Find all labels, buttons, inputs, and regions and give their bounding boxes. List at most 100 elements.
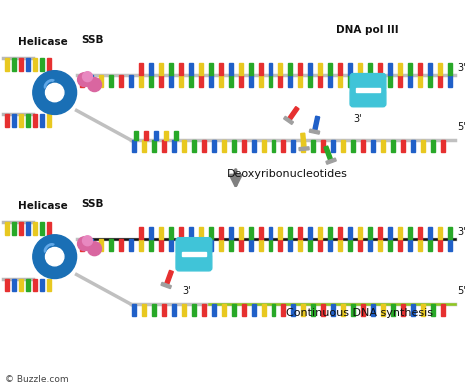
Bar	[12, 115, 16, 127]
Bar	[239, 63, 243, 75]
Bar	[338, 63, 342, 75]
Bar	[192, 305, 196, 316]
Bar	[202, 140, 206, 152]
Bar	[292, 305, 295, 316]
FancyBboxPatch shape	[350, 89, 386, 107]
Bar	[308, 75, 312, 87]
Bar	[199, 75, 203, 87]
Bar	[351, 140, 355, 152]
Bar	[388, 63, 392, 75]
Bar	[361, 305, 365, 316]
Bar	[388, 227, 392, 239]
Bar	[252, 140, 255, 152]
Bar	[165, 270, 173, 285]
Bar	[351, 305, 355, 316]
Bar	[418, 63, 422, 75]
Bar	[239, 75, 243, 87]
Bar	[179, 75, 183, 87]
Bar	[40, 115, 44, 127]
Bar	[232, 140, 236, 152]
Bar	[328, 227, 332, 239]
Bar	[308, 63, 312, 75]
Bar	[288, 75, 292, 87]
Bar	[259, 239, 263, 251]
Bar	[172, 140, 176, 152]
Bar	[199, 239, 203, 251]
Bar	[139, 227, 143, 239]
Bar	[119, 239, 123, 251]
Bar	[33, 58, 37, 71]
Bar	[149, 75, 153, 87]
Bar	[310, 129, 319, 134]
Bar	[321, 140, 325, 152]
Bar	[252, 305, 255, 316]
Bar	[298, 63, 302, 75]
Bar	[209, 63, 213, 75]
Text: © Buzzle.com: © Buzzle.com	[5, 375, 69, 384]
Bar	[381, 140, 385, 152]
Bar	[249, 75, 253, 87]
Bar	[119, 75, 123, 87]
Bar	[348, 227, 352, 239]
Circle shape	[88, 242, 101, 256]
Bar	[358, 239, 362, 251]
Bar	[368, 227, 372, 239]
Text: 3': 3'	[182, 286, 191, 296]
Bar	[139, 63, 143, 75]
Bar	[47, 58, 51, 71]
Bar	[440, 305, 445, 316]
Bar	[408, 63, 412, 75]
Circle shape	[82, 236, 92, 246]
Bar	[318, 63, 322, 75]
Circle shape	[33, 71, 77, 115]
Bar	[418, 239, 422, 251]
Bar	[47, 222, 51, 235]
Bar	[242, 305, 246, 316]
Bar	[361, 140, 365, 152]
Bar	[40, 58, 44, 71]
Bar	[428, 63, 432, 75]
Circle shape	[88, 78, 101, 92]
Bar	[368, 75, 372, 87]
Bar	[149, 63, 153, 75]
Bar	[391, 140, 395, 152]
Bar	[331, 140, 335, 152]
Bar	[378, 75, 382, 87]
Bar	[288, 106, 299, 120]
Bar	[401, 305, 405, 316]
Bar	[262, 305, 265, 316]
Bar	[331, 305, 335, 316]
Bar	[358, 227, 362, 239]
Bar	[269, 239, 273, 251]
Bar	[308, 239, 312, 251]
Bar	[26, 222, 30, 235]
Bar	[199, 63, 203, 75]
Bar	[182, 252, 206, 256]
Bar	[328, 239, 332, 251]
Bar	[80, 239, 83, 251]
Bar	[259, 75, 263, 87]
Bar	[229, 239, 233, 251]
Bar	[179, 227, 183, 239]
Bar	[431, 140, 435, 152]
Bar	[152, 305, 156, 316]
Bar	[278, 75, 283, 87]
Bar	[326, 158, 336, 164]
Bar	[438, 227, 442, 239]
Bar	[179, 239, 183, 251]
Bar	[428, 227, 432, 239]
FancyBboxPatch shape	[176, 253, 212, 271]
Bar	[19, 222, 23, 235]
Bar	[142, 140, 146, 152]
Bar	[219, 239, 223, 251]
Text: 3': 3'	[353, 115, 362, 124]
Bar	[338, 239, 342, 251]
Bar	[328, 75, 332, 87]
Bar	[288, 239, 292, 251]
Bar	[301, 140, 305, 152]
Text: Helicase: Helicase	[18, 37, 68, 47]
Bar	[318, 75, 322, 87]
Bar	[169, 63, 173, 75]
Bar	[418, 227, 422, 239]
Bar	[421, 140, 425, 152]
